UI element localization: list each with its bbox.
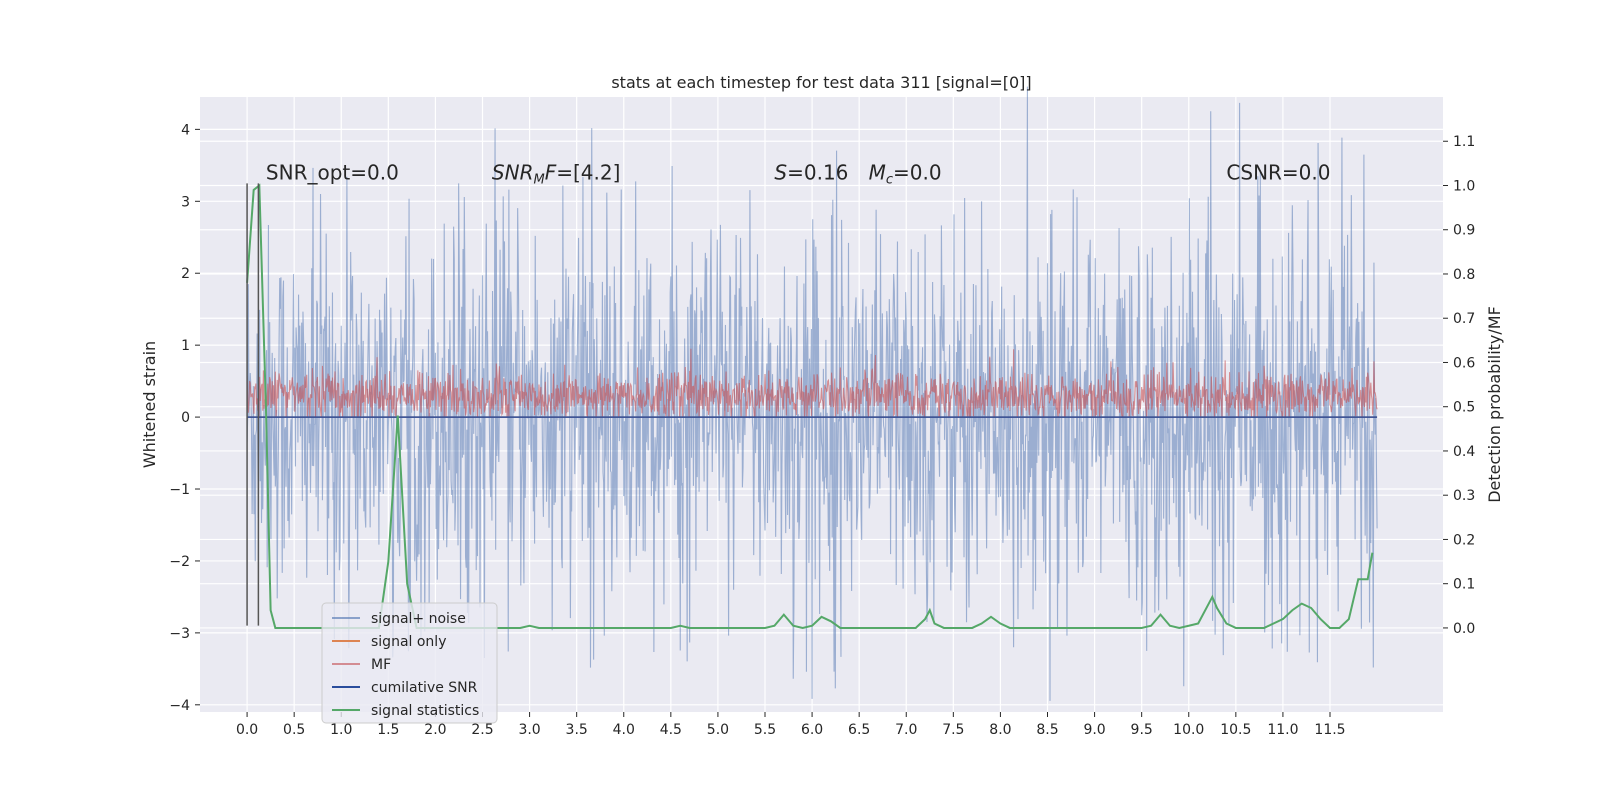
x-tick-label: 1.0 <box>330 722 352 738</box>
x-tick-label: 2.5 <box>471 722 493 738</box>
x-tick-label: 9.5 <box>1131 722 1153 738</box>
annotation: SNR_opt=0.0 <box>266 161 399 185</box>
y-tick-label: 3 <box>181 194 190 210</box>
x-tick-label: 0.0 <box>236 722 258 738</box>
y2-tick-label: 1.0 <box>1453 178 1475 194</box>
x-tick-label: 6.5 <box>848 722 870 738</box>
y-tick-label: 2 <box>181 266 190 282</box>
annotation: SNRMF=[4.2] <box>492 161 620 188</box>
annotation: S=0.16 <box>774 161 848 185</box>
x-tick-label: 7.0 <box>895 722 917 738</box>
x-tick-label: 9.0 <box>1083 722 1105 738</box>
y2-tick-label: 0.1 <box>1453 577 1475 593</box>
series-layer <box>246 86 1378 701</box>
x-tick-label: 0.5 <box>283 722 305 738</box>
y-axis-label: Whitened strain <box>140 341 159 468</box>
legend-label: signal statistics <box>371 703 479 719</box>
y2-tick-label: 0.0 <box>1453 621 1475 637</box>
legend-box <box>321 602 498 724</box>
chart-title: stats at each timestep for test data 311… <box>611 73 1031 92</box>
annotation: CSNR=0.0 <box>1226 161 1330 185</box>
y-tick-label: 0 <box>181 410 190 426</box>
y-tick-label: −4 <box>169 698 190 714</box>
x-tick-label: 5.0 <box>707 722 729 738</box>
y-tick-label: −2 <box>169 554 190 570</box>
x-tick-label: 4.5 <box>660 722 682 738</box>
x-tick-label: 4.0 <box>613 722 635 738</box>
x-tick-label: 2.0 <box>424 722 446 738</box>
x-tick-label: 10.0 <box>1173 722 1204 738</box>
x-tick-label: 1.5 <box>377 722 399 738</box>
y-tick-label: 4 <box>181 122 190 138</box>
x-tick-label: 3.0 <box>518 722 540 738</box>
x-tick-label: 5.5 <box>754 722 776 738</box>
y-axis-right: 0.0 0.1 0.2 0.3 0.4 0.5 0.6 0.7 0.8 0.9 1.0 1.1 <box>1443 134 1475 637</box>
annotation: Mc=0.0 <box>869 161 942 188</box>
y2-tick-label: 1.1 <box>1453 134 1475 150</box>
y-tick-label: −1 <box>169 482 190 498</box>
y2-tick-label: 0.7 <box>1453 311 1475 327</box>
series-signal-noise <box>246 86 1378 701</box>
x-tick-label: 11.0 <box>1267 722 1298 738</box>
legend-label: signal+ noise <box>371 611 466 627</box>
y2-tick-label: 0.5 <box>1453 400 1475 416</box>
x-tick-label: 3.5 <box>566 722 588 738</box>
series-mf <box>246 348 1378 418</box>
y2-tick-label: 0.8 <box>1453 267 1475 283</box>
y2-tick-label: 0.2 <box>1453 532 1475 548</box>
x-axis: 0.0 0.5 1.0 1.5 2.0 2.5 3.0 3.5 4.0 4.5 5.0 5.5 6.0 6… <box>236 712 1346 738</box>
y2-tick-label: 0.4 <box>1453 444 1475 460</box>
x-tick-label: 10.5 <box>1220 722 1251 738</box>
y2-tick-label: 0.6 <box>1453 355 1475 371</box>
legend-label: cumilative SNR <box>371 680 478 696</box>
x-tick-label: 8.0 <box>989 722 1011 738</box>
x-tick-label: 8.5 <box>1036 722 1058 738</box>
y2-tick-label: 0.3 <box>1453 488 1475 504</box>
x-tick-label: 11.5 <box>1314 722 1345 738</box>
legend-label: signal only <box>371 634 446 650</box>
x-tick-label: 7.5 <box>942 722 964 738</box>
y2-tick-label: 0.9 <box>1453 223 1475 239</box>
legend: signal+ noise signal only MF cumilative SNR… <box>321 602 498 724</box>
annotations: SNR_opt=0.0 SNRMF=[4.2] S=0.16 Mc=0.0 CSNR=0… <box>266 161 1331 188</box>
y-tick-label: 1 <box>181 338 190 354</box>
y-axis-left: −4 −3 −2 −1 0 1 2 3 4 <box>169 122 200 714</box>
x-tick-label: 6.0 <box>801 722 823 738</box>
legend-label: MF <box>371 657 391 673</box>
y-tick-label: −3 <box>169 626 190 642</box>
y2-axis-label: Detection probability/MF <box>1485 306 1504 503</box>
